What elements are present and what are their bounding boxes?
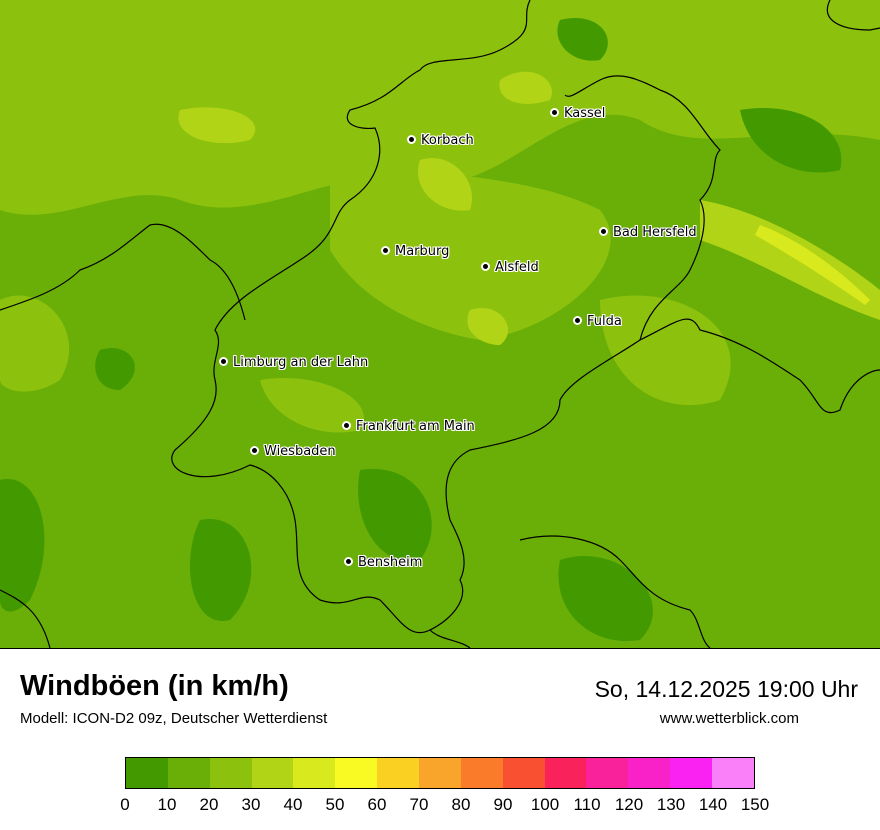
legend-swatch bbox=[502, 758, 545, 788]
legend-swatch bbox=[209, 758, 252, 788]
city-marker-icon bbox=[219, 357, 228, 366]
city-kassel: Kassel bbox=[550, 106, 605, 121]
legend-swatch bbox=[419, 758, 461, 788]
legend-swatch bbox=[586, 758, 629, 788]
city-fulda: Fulda bbox=[573, 314, 622, 329]
state-borders bbox=[0, 0, 880, 649]
city-marker-icon bbox=[550, 108, 559, 117]
legend-tick-label: 60 bbox=[367, 795, 387, 814]
gust-0-10-areas bbox=[0, 18, 842, 642]
city-marker-icon bbox=[344, 557, 353, 566]
city-marker-icon bbox=[599, 227, 608, 236]
city-frankfurt: Frankfurt am Main bbox=[342, 419, 475, 434]
legend-swatch bbox=[628, 758, 671, 788]
legend-tick-label: 90 bbox=[493, 795, 513, 814]
legend-tick-label: 40 bbox=[283, 795, 303, 814]
wind-gust-map: Kassel Korbach Bad Hersfeld Marburg Alsf… bbox=[0, 0, 880, 649]
gust-20-30-areas bbox=[0, 0, 880, 433]
forecast-datetime: So, 14.12.2025 19:00 Uhr bbox=[594, 676, 858, 702]
legend-swatch bbox=[460, 758, 503, 788]
legend-tick-label: 100 bbox=[530, 795, 560, 814]
city-bensheim: Bensheim bbox=[344, 555, 422, 570]
color-legend bbox=[125, 757, 755, 789]
legend-tick-label: 0 bbox=[120, 795, 130, 814]
city-wiesbaden: Wiesbaden bbox=[250, 444, 336, 459]
city-marker-icon bbox=[381, 246, 390, 255]
city-marker-icon bbox=[573, 316, 582, 325]
legend-tick-label: 110 bbox=[573, 795, 601, 814]
legend-swatch bbox=[712, 758, 754, 788]
legend-swatch bbox=[167, 758, 210, 788]
city-limburg: Limburg an der Lahn bbox=[219, 355, 368, 370]
city-marker-icon bbox=[342, 421, 351, 430]
model-source: Modell: ICON-D2 09z, Deutscher Wetterdie… bbox=[20, 710, 328, 727]
legend-tick-label: 140 bbox=[698, 795, 728, 814]
city-bad-hersfeld: Bad Hersfeld bbox=[599, 225, 697, 240]
legend-swatch bbox=[670, 758, 713, 788]
map-canvas bbox=[0, 0, 880, 649]
map-title: Windböen (in km/h) bbox=[20, 670, 289, 702]
legend-tick-label: 10 bbox=[157, 795, 177, 814]
legend-swatch bbox=[293, 758, 336, 788]
legend-tick-label: 150 bbox=[740, 795, 770, 814]
legend-swatch bbox=[126, 758, 168, 788]
legend-swatch bbox=[544, 758, 587, 788]
gust-40-50-area bbox=[755, 225, 870, 305]
city-marker-icon bbox=[481, 262, 490, 271]
legend-tick-label: 50 bbox=[325, 795, 345, 814]
city-marker-icon bbox=[250, 446, 259, 455]
legend-tick-label: 120 bbox=[614, 795, 644, 814]
legend-swatch bbox=[251, 758, 294, 788]
city-marker-icon bbox=[407, 135, 416, 144]
legend-swatch bbox=[335, 758, 378, 788]
city-alsfeld: Alsfeld bbox=[481, 260, 539, 275]
gust-30-40-areas bbox=[178, 71, 880, 345]
website-link[interactable]: www.wetterblick.com bbox=[659, 710, 799, 727]
legend-tick-label: 20 bbox=[199, 795, 219, 814]
city-korbach: Korbach bbox=[407, 133, 474, 148]
legend-tick-label: 80 bbox=[451, 795, 471, 814]
legend-swatch bbox=[377, 758, 420, 788]
legend-tick-label: 30 bbox=[241, 795, 261, 814]
city-marburg: Marburg bbox=[381, 244, 449, 259]
legend-tick-label: 70 bbox=[409, 795, 429, 814]
legend-tick-label: 130 bbox=[656, 795, 686, 814]
